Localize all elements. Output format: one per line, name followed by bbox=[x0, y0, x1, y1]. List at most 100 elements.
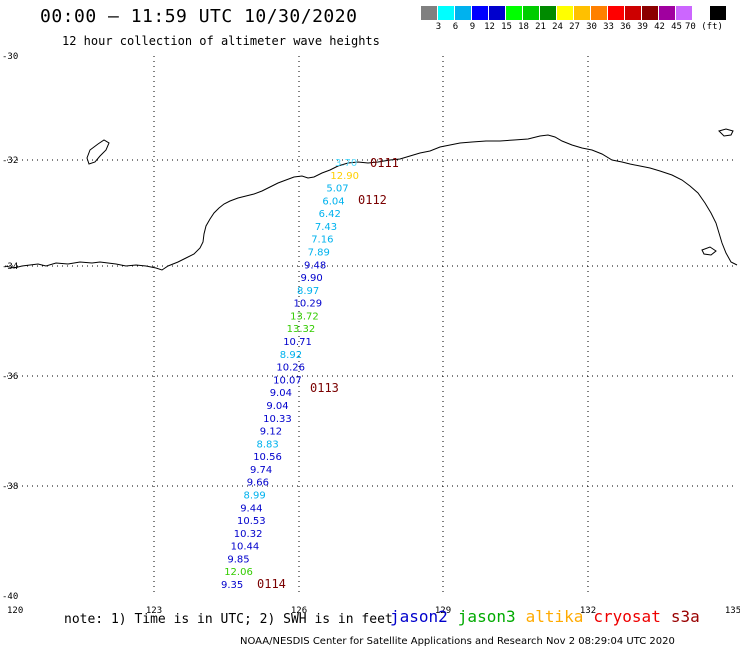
color-scale-label: 9 bbox=[469, 22, 476, 32]
swh-value: 9.44 bbox=[240, 503, 262, 514]
pass-labels: 0111 0112 0113 0114 bbox=[257, 156, 399, 591]
island-dirk-hartog bbox=[86, 139, 110, 165]
color-swatch bbox=[455, 6, 472, 20]
swh-track: 3.70 12.90 5.076.04 6.42 7.43 7.16 7.899.48 9.9… bbox=[221, 158, 359, 591]
swh-value: 9.74 bbox=[250, 465, 272, 476]
swh-value: 10.07 bbox=[273, 375, 302, 386]
latitude-label: -32 bbox=[2, 156, 18, 166]
color-swatch bbox=[608, 6, 625, 20]
legend-s3a: s3a bbox=[670, 607, 700, 626]
island-eyre bbox=[701, 246, 717, 256]
longitude-label: 120 bbox=[7, 606, 23, 616]
color-scale-label: 27 bbox=[569, 22, 580, 32]
color-swatch bbox=[676, 6, 693, 20]
swh-value: 9.12 bbox=[260, 427, 282, 438]
color-scale-label: 6 bbox=[452, 22, 459, 32]
color-scale-bar bbox=[421, 6, 727, 20]
swh-value: 10.56 bbox=[253, 452, 282, 463]
swh-value: 7.43 bbox=[315, 222, 337, 233]
swh-value: 10.44 bbox=[231, 542, 260, 553]
color-scale-label: 36 bbox=[620, 22, 631, 32]
legend-cryosat: cryosat bbox=[593, 607, 661, 626]
color-scale-label: 33 bbox=[603, 22, 614, 32]
color-swatch bbox=[489, 6, 506, 20]
color-swatch bbox=[421, 6, 438, 20]
swh-value: 9.48 bbox=[304, 260, 326, 271]
color-swatch bbox=[659, 6, 676, 20]
credit-line: NOAA/NESDIS Center for Satellite Applica… bbox=[240, 636, 675, 647]
color-scale-label: 21 bbox=[535, 22, 546, 32]
swh-value: 7.16 bbox=[311, 235, 333, 246]
swh-value: 6.04 bbox=[322, 196, 344, 207]
color-scale-label: 39 bbox=[637, 22, 648, 32]
color-swatch bbox=[591, 6, 608, 20]
swh-value: 9.90 bbox=[301, 273, 323, 284]
color-scale-label: 42 bbox=[654, 22, 665, 32]
color-scale-label: 3 bbox=[435, 22, 442, 32]
coastline-australia bbox=[4, 134, 738, 271]
swh-value: 10.33 bbox=[263, 414, 292, 425]
color-swatch bbox=[523, 6, 540, 20]
swh-value: 8.99 bbox=[244, 491, 266, 502]
latitude-label: -40 bbox=[2, 592, 18, 602]
swh-value: 10.53 bbox=[237, 516, 266, 527]
swh-value: 6.42 bbox=[319, 209, 341, 220]
latitude-label: -38 bbox=[2, 482, 18, 492]
color-scale-label: 12 bbox=[484, 22, 495, 32]
pass-label: 0112 bbox=[358, 193, 387, 207]
color-swatch bbox=[472, 6, 489, 20]
swh-value: 10.32 bbox=[234, 529, 263, 540]
swh-value: 8.92 bbox=[280, 350, 302, 361]
swh-value: 12.90 bbox=[330, 171, 359, 182]
color-scale-label: 70 (ft) bbox=[685, 22, 723, 32]
swh-value: 9.85 bbox=[227, 554, 249, 565]
graticule-grid bbox=[7, 56, 733, 596]
latitude-label: -30 bbox=[2, 52, 18, 62]
swh-value: 8.97 bbox=[297, 286, 319, 297]
legend-jason2: jason2 bbox=[390, 607, 448, 626]
swh-value: 9.35 bbox=[221, 580, 243, 591]
map-title: 00:00 – 11:59 UTC 10/30/2020 bbox=[40, 6, 358, 27]
longitude-label: 132 bbox=[580, 606, 596, 616]
color-scale-labels: 3 6 9 12 15 18 21 24 27 30 33 36 39 42 45 70 (ft) bbox=[421, 22, 740, 34]
color-swatch bbox=[557, 6, 574, 20]
swh-value: 9.04 bbox=[270, 388, 292, 399]
swh-value: 10.29 bbox=[294, 299, 323, 310]
pass-label: 0114 bbox=[257, 577, 286, 591]
pass-label: 0111 bbox=[370, 156, 399, 170]
swh-value: 10.71 bbox=[283, 337, 312, 348]
pass-label: 0113 bbox=[310, 381, 339, 395]
legend-altika: altika bbox=[525, 607, 584, 626]
longitude-label: 129 bbox=[435, 606, 451, 616]
color-scale-label: 30 bbox=[586, 22, 597, 32]
swh-value: 9.04 bbox=[266, 401, 288, 412]
swh-value: 7.89 bbox=[308, 248, 330, 259]
satellite-legend: jason2 jason3 altika cryosat s3a bbox=[390, 607, 710, 626]
longitude-label: 135 bbox=[725, 606, 740, 616]
color-swatch bbox=[574, 6, 591, 20]
swh-value: 13.32 bbox=[287, 324, 316, 335]
swh-value: 5.07 bbox=[326, 184, 348, 195]
swh-value: 13.72 bbox=[290, 312, 319, 323]
color-swatch bbox=[693, 6, 710, 20]
note-text: note: 1) Time is in UTC; 2) SWH is in fe… bbox=[64, 612, 393, 627]
color-scale-label: 15 bbox=[501, 22, 512, 32]
latitude-label: -36 bbox=[2, 372, 18, 382]
swh-value: 8.83 bbox=[257, 439, 279, 450]
island-kangaroo bbox=[718, 128, 734, 137]
color-swatch bbox=[506, 6, 523, 20]
color-swatch bbox=[625, 6, 642, 20]
color-scale-label: 24 bbox=[552, 22, 563, 32]
swh-value: 12.06 bbox=[224, 567, 253, 578]
color-swatch bbox=[642, 6, 659, 20]
swh-value: 10.26 bbox=[276, 363, 305, 374]
swh-value: 3.70 bbox=[335, 158, 357, 169]
color-swatch bbox=[438, 6, 455, 20]
legend-jason3: jason3 bbox=[457, 607, 516, 626]
color-swatch bbox=[710, 6, 727, 20]
swh-value: 9.66 bbox=[247, 478, 269, 489]
longitude-label: 123 bbox=[146, 606, 162, 616]
